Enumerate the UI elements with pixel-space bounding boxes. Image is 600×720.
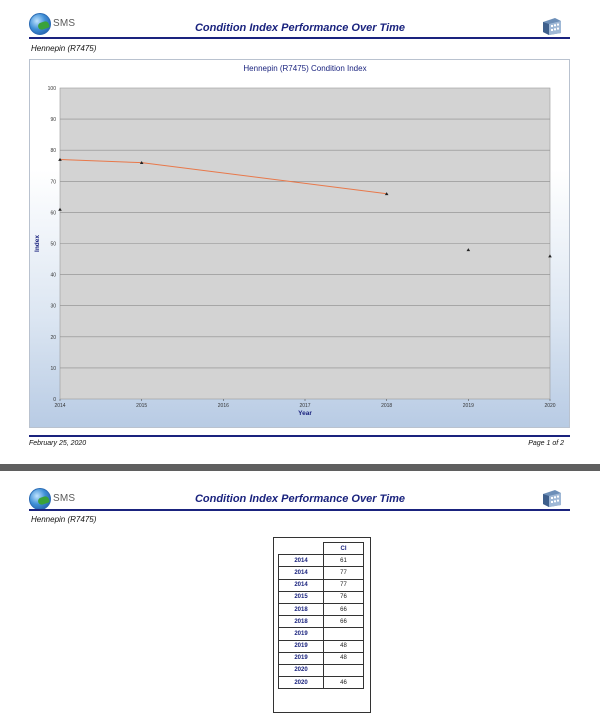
- year-cell: 2014: [278, 578, 324, 592]
- year-cell: 2020: [278, 663, 324, 678]
- footer-rule: [29, 435, 570, 437]
- y-tick-label: 70: [50, 179, 56, 185]
- table-row: 2020: [278, 663, 364, 678]
- table-corner: [279, 543, 324, 555]
- x-tick-label: 2016: [218, 403, 229, 409]
- table-row: 2019 48: [278, 651, 364, 665]
- data-point: [58, 157, 62, 161]
- y-tick-label: 40: [50, 273, 56, 279]
- x-tick-label: 2014: [54, 403, 65, 409]
- condition-index-chart: Hennepin (R7475) Condition Index 100 90 80 7…: [29, 59, 570, 428]
- x-tick-label: 2017: [299, 403, 310, 409]
- ci-cell: 66: [323, 602, 364, 617]
- year-cell: 2019: [278, 639, 324, 653]
- header-rule: [29, 37, 570, 39]
- report-title: Condition Index Performance Over Time: [194, 22, 406, 34]
- ci-cell: 77: [323, 578, 364, 592]
- sms-logo: SMS: [29, 488, 89, 510]
- building-icon: [543, 18, 561, 35]
- ci-table: CI 2014 61 2014 77 2014 77 2015 76 2018 66 2018 66 2…: [278, 541, 364, 690]
- table-row: 2014 77: [278, 578, 364, 592]
- data-point: [548, 254, 552, 258]
- y-tick-label: 50: [50, 242, 56, 248]
- ci-cell: 66: [323, 615, 364, 629]
- data-point: [466, 248, 471, 252]
- page-number: Page 1 of 2: [528, 440, 564, 447]
- logo-text: SMS: [53, 493, 76, 504]
- table-row: 2015 76: [278, 590, 364, 604]
- year-cell: 2020: [278, 676, 324, 690]
- report-date: February 25, 2020: [29, 440, 87, 447]
- ci-cell: 46: [323, 676, 364, 690]
- table-row: 2020 46: [278, 676, 364, 690]
- y-tick-label: 80: [50, 148, 56, 154]
- year-cell: 2015: [278, 590, 324, 604]
- table-row: 2019 48: [278, 639, 364, 653]
- year-cell: 2018: [278, 615, 324, 629]
- logo-text: SMS: [53, 18, 76, 29]
- y-tick-label: 0: [53, 397, 56, 403]
- year-cell: 2018: [278, 602, 324, 617]
- x-tick-label: 2018: [381, 403, 392, 409]
- table-row: 2014 77: [278, 566, 364, 580]
- data-point: [139, 161, 144, 165]
- table-row: 2014 61: [278, 554, 364, 568]
- y-tick-label: 100: [48, 86, 57, 92]
- chart-title: Hennepin (R7475) Condition Index: [243, 64, 366, 73]
- y-tick-label: 10: [50, 366, 56, 372]
- asset-label: Hennepin (R7475): [31, 515, 97, 524]
- ci-cell: [323, 663, 364, 678]
- y-tick-label: 90: [50, 117, 56, 123]
- y-tick-label: 60: [50, 210, 56, 216]
- ci-cell: 61: [323, 554, 364, 568]
- year-cell: 2014: [278, 554, 324, 568]
- y-tick-label: 30: [50, 304, 56, 310]
- ci-cell: 76: [323, 590, 364, 604]
- data-point: [384, 192, 389, 196]
- x-axis-title: Year: [298, 410, 312, 417]
- table-row: 2018 66: [278, 602, 364, 617]
- page-header-2: SMS Condition Index Performance Over Tim…: [0, 471, 600, 531]
- ci-cell: 77: [323, 566, 364, 580]
- year-cell: 2019: [278, 651, 324, 665]
- report-page-1: SMS Condition Index Performance Over Tim…: [0, 0, 600, 464]
- x-tick-label: 2019: [463, 403, 474, 409]
- ci-table-frame: CI 2014 61 2014 77 2014 77 2015 76 2018 66 2018 66 2…: [273, 537, 371, 713]
- sms-logo: SMS: [29, 13, 89, 35]
- page-header: SMS Condition Index Performance Over Tim…: [0, 0, 600, 60]
- chart-canvas: Hennepin (R7475) Condition Index10090807…: [34, 64, 556, 417]
- y-tick-label: 20: [50, 335, 56, 341]
- x-tick-label: 2015: [136, 403, 147, 409]
- header-rule: [29, 509, 570, 511]
- report-page-2: SMS Condition Index Performance Over Tim…: [0, 471, 600, 720]
- ci-cell: 48: [323, 651, 364, 665]
- table-row: 2019: [278, 627, 364, 641]
- building-icon: [543, 490, 561, 507]
- ci-column-header: CI: [323, 541, 364, 556]
- ci-cell: [323, 627, 364, 641]
- year-cell: 2014: [278, 566, 324, 580]
- report-title: Condition Index Performance Over Time: [194, 493, 406, 505]
- year-cell: 2019: [278, 627, 324, 641]
- x-tick-label: 2020: [544, 403, 555, 409]
- data-point: [58, 207, 62, 211]
- ci-cell: 48: [323, 639, 364, 653]
- y-axis-title: Index: [34, 235, 41, 252]
- asset-label: Hennepin (R7475): [31, 44, 97, 53]
- table-row: 2018 66: [278, 615, 364, 629]
